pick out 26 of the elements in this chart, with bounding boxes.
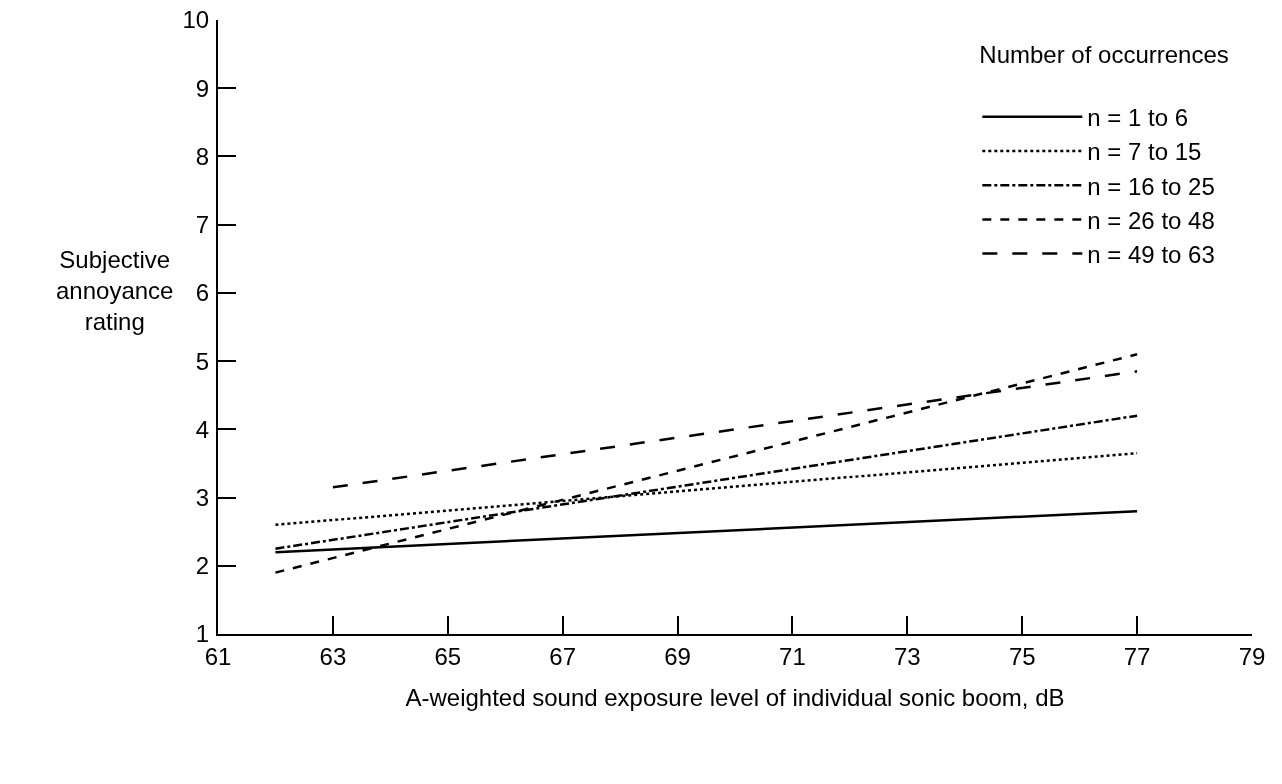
y-tick-label: 8 — [195, 142, 210, 170]
y-tick-label: 10 — [182, 6, 210, 34]
x-tick-label: 77 — [1123, 642, 1151, 670]
y-tick-label: 4 — [195, 415, 210, 443]
y-tick-label: 7 — [195, 211, 210, 239]
y-tick-label: 5 — [195, 347, 210, 375]
y-tick-label: 2 — [195, 552, 210, 580]
y-axis-title: Subjective annoyance rating — [56, 246, 174, 336]
x-tick-label: 65 — [434, 642, 462, 670]
x-tick-label: 73 — [893, 642, 921, 670]
legend-label: n = 26 to 48 — [1087, 206, 1215, 234]
x-tick-label: 63 — [319, 642, 347, 670]
x-axis-title: A-weighted sound exposure level of individual sonic boom, dB — [405, 683, 1065, 711]
legend-label: n = 16 to 25 — [1087, 172, 1215, 200]
x-tick-label: 69 — [664, 642, 691, 670]
legend-label: n = 1 to 6 — [1087, 104, 1189, 132]
legend-label: n = 49 to 63 — [1087, 240, 1215, 268]
y-tick-label: 3 — [195, 483, 210, 511]
y-tick-label: 6 — [195, 279, 210, 307]
x-tick-label: 79 — [1238, 642, 1266, 670]
x-tick-label: 67 — [549, 642, 577, 670]
x-tick-label: 71 — [779, 642, 806, 670]
legend-title: Number of occurrences — [979, 41, 1229, 69]
y-tick-label: 9 — [195, 74, 210, 102]
legend-label: n = 7 to 15 — [1087, 138, 1202, 166]
x-tick-label: 75 — [1008, 642, 1036, 670]
